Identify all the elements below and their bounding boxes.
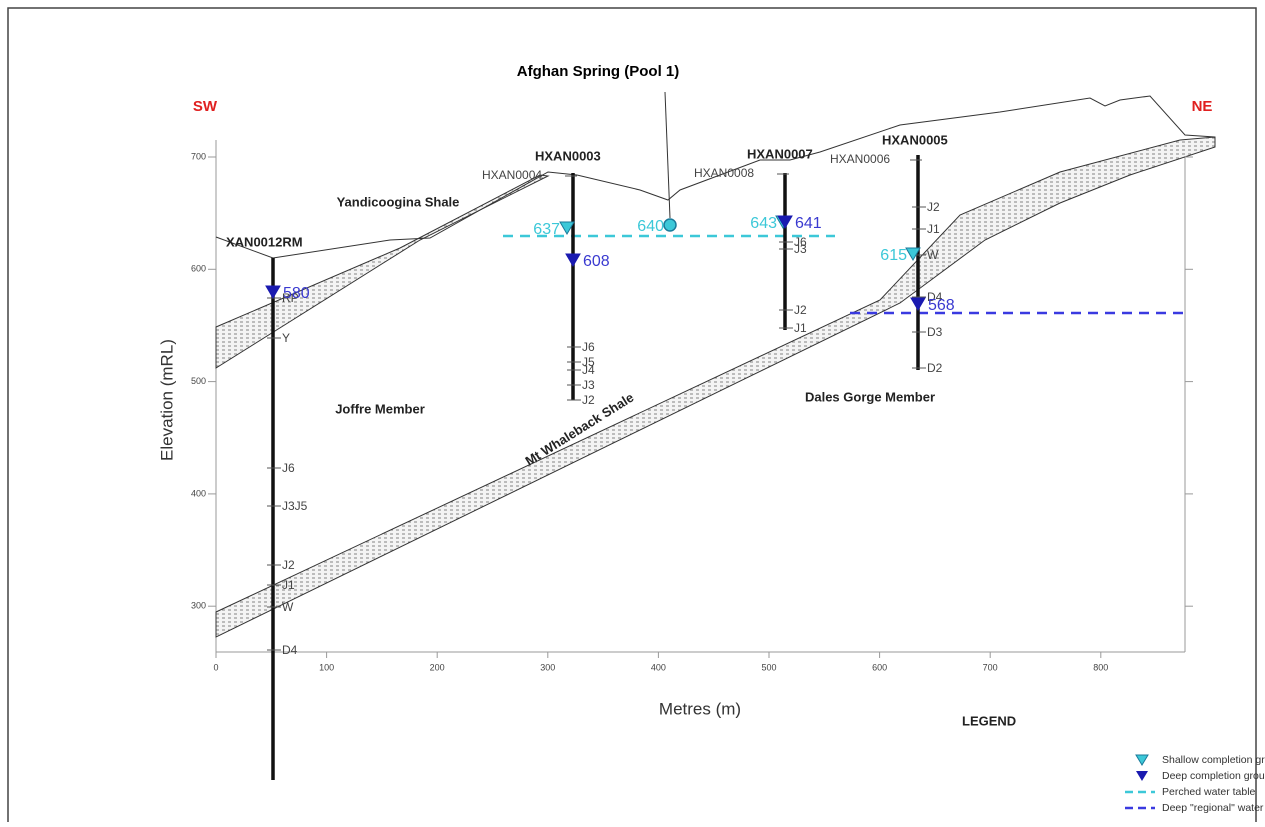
unit-label: J6	[582, 340, 595, 354]
shallow-water-level	[905, 247, 921, 261]
x-tick-label: 300	[540, 662, 555, 672]
unit-label: D3	[927, 325, 943, 339]
water-level-label: 640	[637, 218, 664, 235]
borehole-name: HXAN0007	[747, 146, 813, 161]
unit-label: J1	[282, 578, 295, 592]
unit-label: J2	[282, 558, 295, 572]
nearby-borehole: HXAN0004	[482, 168, 542, 182]
legend-title: LEGEND	[962, 713, 1016, 728]
unit-label: J2	[794, 303, 807, 317]
unit-label: D2	[927, 361, 943, 375]
water-level-label: 641	[795, 215, 822, 232]
water-level-label: 637	[533, 221, 560, 238]
deep-water-level	[265, 285, 281, 299]
unit-label: W	[927, 248, 939, 262]
spring-title: Afghan Spring (Pool 1)	[517, 63, 680, 80]
unit-label: D4	[282, 643, 298, 657]
borehole-name: HXAN0005	[882, 132, 948, 147]
legend-label: Deep "regional" water table	[1162, 802, 1265, 814]
unit-label: J1	[927, 222, 940, 236]
x-tick-label: 0	[213, 662, 218, 672]
unit-label: J4	[582, 363, 595, 377]
borehole-name: XAN0012RM	[226, 234, 303, 249]
deep-water-level	[777, 215, 793, 229]
water-level-label: 568	[928, 297, 955, 314]
direction-ne: NE	[1192, 98, 1213, 115]
unit-label: D4	[927, 290, 943, 304]
unit-label: J2	[582, 393, 595, 407]
unit-label: J6	[794, 235, 807, 249]
whaleback-band	[215, 136, 1216, 638]
deep-water-level	[565, 253, 581, 267]
legend-label: Perched water table	[1162, 786, 1256, 798]
shallow-water-level	[559, 221, 575, 235]
unit-label: J3	[582, 378, 595, 392]
x-tick-label: 400	[651, 662, 666, 672]
legend-label: Shallow completion groundwater level	[1162, 754, 1265, 766]
x-tick-label: 100	[319, 662, 334, 672]
x-tick-label: 700	[983, 662, 998, 672]
deep-water-level	[910, 297, 926, 311]
y-tick-label: 600	[191, 264, 206, 274]
legend-label: Deep completion groundwater level	[1162, 770, 1265, 782]
y-tick-label: 400	[191, 488, 206, 498]
borehole-name: HXAN0003	[535, 148, 601, 163]
y-tick-label: 300	[191, 601, 206, 611]
ground-surface	[215, 95, 1216, 259]
yandicoogina-band	[215, 174, 550, 369]
legend-icon	[1135, 754, 1149, 766]
x-tick-label: 600	[872, 662, 887, 672]
frame	[7, 7, 1257, 827]
unit-label: Y	[282, 331, 290, 345]
unit-label: RP	[282, 291, 299, 305]
x-axis-title: Metres (m)	[659, 699, 741, 718]
unit-label: J3	[794, 242, 807, 256]
nearby-borehole: HXAN0006	[830, 152, 890, 166]
x-tick-label: 200	[430, 662, 445, 672]
water-level-label: 580	[283, 285, 310, 302]
y-tick-label: 700	[191, 151, 206, 161]
spring-leader	[664, 91, 671, 219]
direction-sw: SW	[193, 98, 218, 115]
y-axis-title: Elevation (mRL)	[157, 339, 176, 461]
water-level-label: 643	[750, 215, 777, 232]
x-tick-label: 800	[1093, 662, 1108, 672]
legend-icon	[1136, 771, 1148, 781]
formation-label: Dales Gorge Member	[805, 389, 935, 404]
formation-label: Yandicoogina Shale	[337, 194, 460, 209]
x-tick-label: 500	[761, 662, 776, 672]
unit-label: J3J5	[282, 499, 308, 513]
formation-label: Joffre Member	[335, 401, 425, 416]
unit-label: J5	[582, 355, 595, 369]
spring-marker	[663, 218, 677, 232]
unit-label: J1	[794, 321, 807, 335]
unit-label: J2	[927, 200, 940, 214]
unit-label: J6	[282, 461, 295, 475]
water-level-label: 615	[880, 247, 907, 264]
nearby-borehole: HXAN0008	[694, 166, 754, 180]
y-tick-label: 500	[191, 376, 206, 386]
water-level-label: 608	[583, 253, 610, 270]
unit-label: W	[282, 600, 294, 614]
